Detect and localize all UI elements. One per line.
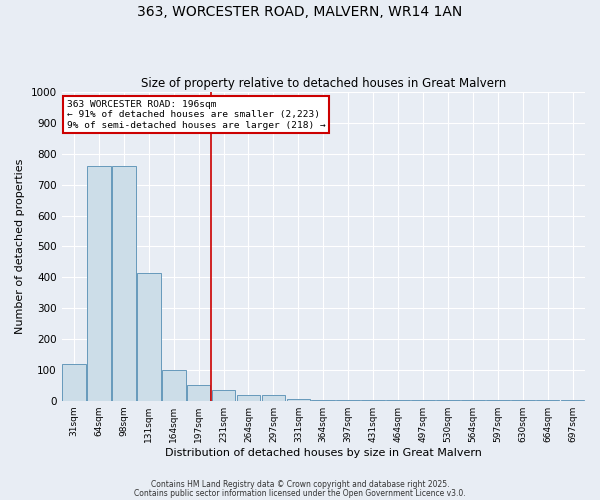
- Y-axis label: Number of detached properties: Number of detached properties: [15, 158, 25, 334]
- Bar: [112, 166, 136, 400]
- Text: Contains public sector information licensed under the Open Government Licence v3: Contains public sector information licen…: [134, 488, 466, 498]
- Title: Size of property relative to detached houses in Great Malvern: Size of property relative to detached ho…: [140, 76, 506, 90]
- Text: 363, WORCESTER ROAD, MALVERN, WR14 1AN: 363, WORCESTER ROAD, MALVERN, WR14 1AN: [137, 5, 463, 19]
- Bar: [287, 399, 310, 400]
- Bar: [236, 394, 260, 400]
- Bar: [212, 390, 235, 400]
- Text: Contains HM Land Registry data © Crown copyright and database right 2025.: Contains HM Land Registry data © Crown c…: [151, 480, 449, 489]
- Bar: [62, 364, 86, 401]
- X-axis label: Distribution of detached houses by size in Great Malvern: Distribution of detached houses by size …: [165, 448, 482, 458]
- Bar: [262, 394, 285, 400]
- Bar: [187, 386, 211, 400]
- Bar: [162, 370, 185, 400]
- Bar: [137, 272, 161, 400]
- Bar: [87, 166, 111, 400]
- Text: 363 WORCESTER ROAD: 196sqm
← 91% of detached houses are smaller (2,223)
9% of se: 363 WORCESTER ROAD: 196sqm ← 91% of deta…: [67, 100, 326, 130]
